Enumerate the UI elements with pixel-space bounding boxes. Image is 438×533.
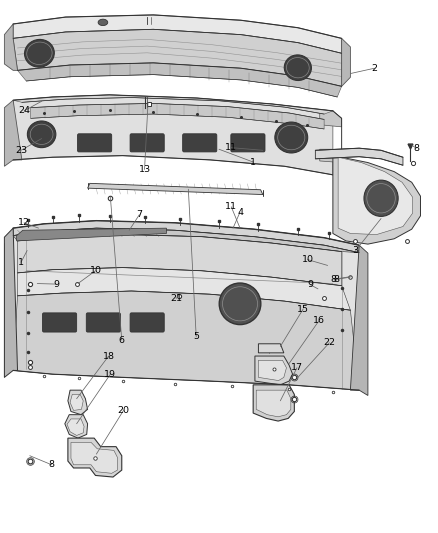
Text: 8: 8 bbox=[331, 275, 337, 284]
Ellipse shape bbox=[27, 121, 56, 148]
Polygon shape bbox=[31, 103, 324, 129]
Polygon shape bbox=[13, 221, 359, 390]
Polygon shape bbox=[13, 291, 359, 390]
FancyBboxPatch shape bbox=[42, 313, 77, 332]
Text: 17: 17 bbox=[291, 364, 303, 372]
Text: 3: 3 bbox=[353, 246, 359, 255]
Polygon shape bbox=[253, 385, 294, 421]
Polygon shape bbox=[258, 344, 284, 353]
Text: 21: 21 bbox=[170, 294, 182, 303]
Text: 1: 1 bbox=[18, 258, 24, 266]
Polygon shape bbox=[13, 221, 359, 253]
FancyBboxPatch shape bbox=[130, 134, 164, 152]
Text: 5: 5 bbox=[193, 333, 199, 341]
Polygon shape bbox=[67, 419, 84, 435]
Polygon shape bbox=[88, 183, 263, 195]
Text: 8: 8 bbox=[333, 275, 339, 284]
FancyBboxPatch shape bbox=[130, 313, 164, 332]
Text: 12: 12 bbox=[18, 219, 30, 227]
Polygon shape bbox=[13, 15, 342, 53]
Ellipse shape bbox=[25, 39, 54, 67]
Text: 24: 24 bbox=[18, 107, 30, 115]
Text: 23: 23 bbox=[15, 146, 27, 155]
Polygon shape bbox=[320, 111, 342, 127]
Text: 2: 2 bbox=[371, 64, 378, 72]
Polygon shape bbox=[18, 268, 350, 310]
Text: 16: 16 bbox=[313, 317, 325, 325]
Text: 15: 15 bbox=[297, 305, 309, 313]
Polygon shape bbox=[333, 154, 420, 244]
Polygon shape bbox=[18, 235, 342, 286]
Polygon shape bbox=[350, 245, 368, 395]
Ellipse shape bbox=[219, 283, 261, 325]
Polygon shape bbox=[71, 442, 117, 473]
Text: 11: 11 bbox=[225, 143, 237, 152]
Text: 11: 11 bbox=[225, 203, 237, 211]
Ellipse shape bbox=[364, 180, 398, 216]
Text: 9: 9 bbox=[307, 280, 313, 289]
Text: 18: 18 bbox=[102, 352, 115, 360]
Polygon shape bbox=[342, 38, 350, 86]
Polygon shape bbox=[4, 228, 18, 377]
Polygon shape bbox=[70, 394, 83, 410]
Text: 10: 10 bbox=[301, 255, 314, 264]
FancyBboxPatch shape bbox=[78, 134, 112, 152]
FancyBboxPatch shape bbox=[183, 134, 217, 152]
Text: 7: 7 bbox=[136, 211, 142, 219]
Polygon shape bbox=[4, 24, 18, 70]
Polygon shape bbox=[338, 157, 413, 235]
Ellipse shape bbox=[284, 55, 311, 80]
Polygon shape bbox=[13, 29, 342, 86]
Text: 6: 6 bbox=[119, 336, 125, 344]
Polygon shape bbox=[13, 228, 359, 253]
Text: 10: 10 bbox=[89, 266, 102, 275]
Ellipse shape bbox=[275, 122, 308, 153]
Polygon shape bbox=[17, 228, 166, 241]
Polygon shape bbox=[255, 356, 293, 385]
Polygon shape bbox=[4, 100, 22, 166]
Polygon shape bbox=[13, 95, 333, 175]
Polygon shape bbox=[13, 95, 333, 114]
Text: 8: 8 bbox=[413, 144, 419, 152]
Text: 8: 8 bbox=[49, 461, 55, 469]
Polygon shape bbox=[68, 390, 88, 415]
Text: 13: 13 bbox=[138, 165, 151, 174]
Ellipse shape bbox=[98, 19, 108, 26]
Polygon shape bbox=[256, 390, 291, 417]
Polygon shape bbox=[65, 415, 88, 438]
Polygon shape bbox=[18, 63, 342, 97]
FancyBboxPatch shape bbox=[86, 313, 120, 332]
Text: 9: 9 bbox=[53, 280, 59, 288]
Text: 4: 4 bbox=[237, 208, 243, 216]
Polygon shape bbox=[320, 149, 342, 163]
Polygon shape bbox=[68, 438, 122, 477]
Text: 22: 22 bbox=[323, 338, 336, 347]
Text: 1: 1 bbox=[250, 158, 256, 166]
FancyBboxPatch shape bbox=[231, 134, 265, 152]
Polygon shape bbox=[258, 360, 286, 381]
Polygon shape bbox=[315, 148, 403, 165]
Text: 20: 20 bbox=[117, 406, 130, 415]
Text: 19: 19 bbox=[104, 370, 117, 378]
